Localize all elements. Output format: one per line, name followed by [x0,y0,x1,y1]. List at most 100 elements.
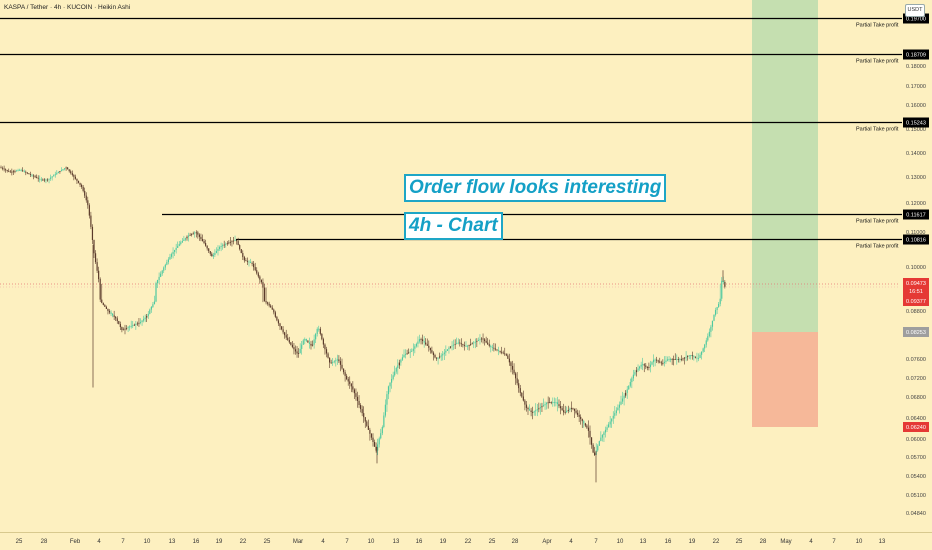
candle-body [532,411,534,413]
candle-body [163,267,165,271]
candle-body [688,355,690,357]
x-tick-label: 4 [809,539,813,545]
candle-body [11,171,13,173]
x-tick-label: 16 [416,539,423,545]
candle-body [91,226,94,240]
entry-price-text: 0.08253 [906,330,926,336]
candle-body [701,351,703,355]
candle-body [640,364,642,367]
candle-body [497,350,500,352]
candle-body [418,339,421,342]
candle-body [432,352,435,356]
candle-body [434,355,436,358]
candle-body [496,349,498,351]
candle-body [180,242,182,244]
candle-body [592,444,594,453]
candle-body [516,378,518,384]
candle-body [671,359,673,360]
x-tick-label: 10 [856,539,863,545]
candle-body [338,359,340,362]
x-tick-label: 13 [169,539,176,545]
candle-body [294,349,297,352]
candle-body [341,364,343,369]
candle-body [724,282,726,287]
candle-body [445,350,447,353]
candle-body [397,365,399,369]
candle-body [236,239,238,242]
candle-body [321,333,323,340]
take-profit-label: Partial Take profit [856,244,899,250]
candle-body [325,349,328,354]
candle-body [617,407,619,411]
candle-body [425,342,427,345]
candle-body [536,409,538,411]
candle-body [332,362,334,364]
candle-body [367,425,369,430]
take-profit-price-text: 0.18709 [906,53,926,59]
candle-body [65,167,67,169]
candle-body [719,298,721,304]
candle-body [77,180,80,183]
candle-body [431,350,433,353]
candle-body [147,313,149,317]
candle-body [82,186,84,191]
candle-body [597,445,599,451]
candle-body [257,273,259,277]
candle-body [420,339,422,340]
candle-body [476,340,478,342]
candle-body [322,339,324,345]
candle-body [691,355,693,357]
x-tick-label: 28 [760,539,767,545]
candle-body [404,354,407,355]
currency-badge[interactable]: USDT [905,4,925,17]
candle-body [487,342,489,345]
candle-body [400,359,402,363]
candle-body [564,411,566,413]
candle-body [549,402,551,404]
candle-body [6,170,8,171]
candle-body [271,307,273,310]
candle-body [465,345,467,347]
x-tick-label: 28 [41,539,48,545]
candle-body [79,182,81,185]
candle-body [527,407,529,410]
x-tick-label: Feb [70,539,81,545]
candle-body [513,369,515,374]
candle-body [93,239,95,254]
candle-body [577,412,579,415]
candle-body [130,325,132,327]
candle-body [256,270,258,274]
x-tick-label: 10 [144,539,151,545]
candle-body [231,241,233,243]
candle-body [313,339,315,345]
candle-body [414,346,416,349]
candle-body [344,372,346,376]
candle-body [398,362,400,366]
y-tick-label: 0.15000 [906,127,926,133]
candle-body [621,398,624,402]
candle-body [670,359,672,360]
candle-body [144,317,146,320]
candle-body [146,316,148,318]
candle-body [211,253,213,257]
candle-body [488,344,490,346]
candle-body [651,362,653,365]
candle-body [29,174,32,175]
candle-body [96,262,98,271]
y-tick-label: 0.08800 [906,309,926,315]
candle-body [187,235,190,237]
candle-body [360,405,362,410]
candle-body [191,234,193,235]
candle-body [708,331,710,337]
candle-body [682,358,684,360]
candle-body [274,312,276,317]
candle-body [50,177,52,179]
candle-body [694,356,696,358]
candle-body [98,270,100,280]
candle-body [657,360,659,362]
candle-body [290,342,292,345]
y-tick-label: 0.05700 [906,455,926,461]
candle-body [648,367,650,368]
candle-body [697,357,700,359]
